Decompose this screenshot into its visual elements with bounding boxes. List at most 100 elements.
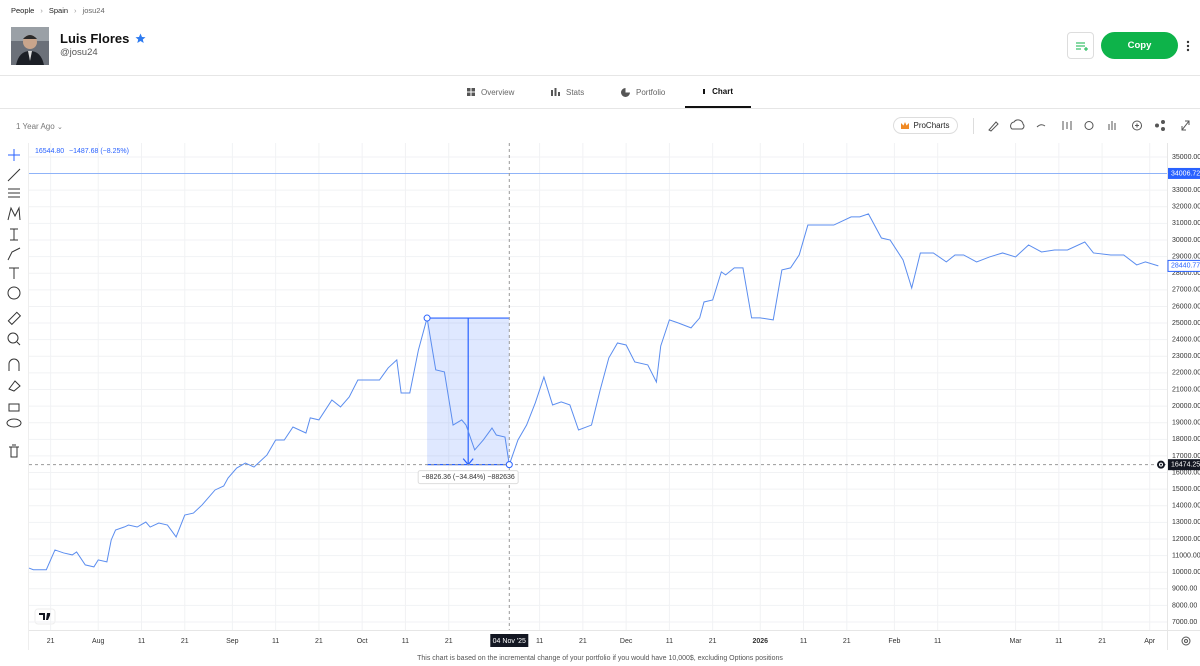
projection-tool[interactable]: [10, 228, 18, 241]
last-price-label: 28440.77: [1171, 263, 1200, 270]
add-icon[interactable]: [1132, 120, 1142, 131]
x-tick-label: 21: [1098, 638, 1106, 645]
x-tick-label: Aug: [92, 638, 105, 645]
y-tick-label: 26000.00: [1172, 303, 1200, 310]
breadcrumb: People › Spain › josu24: [11, 6, 105, 15]
fib-tool[interactable]: [8, 188, 20, 198]
crosshair-tool[interactable]: [8, 149, 20, 161]
measure-handle: [423, 314, 431, 322]
tab-label: Portfolio: [636, 87, 666, 97]
x-tick-label: 11: [402, 638, 409, 645]
y-tick-label: 16000.00: [1172, 469, 1200, 476]
separator: ›: [40, 6, 43, 15]
overview-icon: [467, 88, 475, 96]
x-tick-label: 21: [315, 638, 323, 645]
profile-name: Luis Flores: [60, 31, 130, 46]
breadcrumb-item[interactable]: People: [11, 6, 35, 15]
chart-toolbar[interactable]: [973, 118, 1190, 134]
more-menu[interactable]: [1185, 40, 1191, 52]
cloud-icon[interactable]: [1010, 119, 1025, 130]
magnet-tool[interactable]: [8, 358, 20, 371]
hline-price-label: 34006.72: [1171, 170, 1200, 177]
x-tick-label: 2026: [752, 638, 768, 645]
y-tick-label: 14000.00: [1172, 503, 1200, 510]
fullscreen-icon[interactable]: [1181, 120, 1190, 131]
y-tick-label: 11000.00: [1172, 552, 1200, 559]
x-tick-label: Feb: [888, 638, 900, 645]
y-tick-label: 28000.00: [1172, 270, 1200, 277]
list-icon: [1076, 42, 1088, 51]
range-selector[interactable]: 1 Year Ago ⌄: [16, 122, 63, 131]
chart-icon: [703, 88, 705, 94]
zoom-tool[interactable]: [7, 332, 21, 346]
y-tick-label: 30000.00: [1172, 237, 1200, 244]
axis-settings-icon[interactable]: [1181, 636, 1191, 646]
y-tick-label: 13000.00: [1172, 519, 1200, 526]
series-line: [28, 213, 1159, 571]
x-tick-label: 21: [47, 638, 55, 645]
delete-tool[interactable]: [9, 444, 19, 458]
crosshair-price-box: [1168, 459, 1200, 471]
watchlist-button[interactable]: [1067, 32, 1094, 59]
breadcrumb-item[interactable]: Spain: [48, 6, 69, 15]
settings-icon[interactable]: [1084, 121, 1094, 130]
candles-icon[interactable]: [1062, 121, 1072, 130]
x-tick-label: 11: [934, 638, 941, 645]
crosshair-date-label: 04 Nov '25: [493, 638, 526, 645]
y-tick-label: 20000.00: [1172, 403, 1200, 410]
separator: ›: [74, 6, 77, 15]
footer-note: This chart is based on the incremental c…: [417, 655, 783, 662]
hline-price-box: [1168, 167, 1200, 179]
tab[interactable]: Portfolio: [603, 76, 685, 108]
visibility-tool[interactable]: [6, 418, 22, 428]
y-tick-label: 33000.00: [1172, 187, 1200, 194]
breadcrumb-item[interactable]: josu24: [82, 6, 105, 15]
drawing-tools[interactable]: [6, 149, 22, 458]
procharts-button[interactable]: ProCharts: [893, 117, 958, 134]
y-tick-label: 24000.00: [1172, 337, 1200, 344]
portfolio-icon: [621, 87, 630, 97]
pattern-tool[interactable]: [7, 206, 21, 221]
y-tick-label: 27000.00: [1172, 287, 1200, 294]
tab-label: Overview: [481, 87, 515, 97]
crosshair-price-icon: [1157, 460, 1165, 469]
y-tick-label: 7000.00: [1172, 619, 1197, 626]
line-type-icon[interactable]: [1036, 124, 1046, 128]
crosshair-price-label: 16474.25: [1171, 462, 1200, 469]
x-tick-label: 21: [181, 638, 189, 645]
emoji-tool[interactable]: [7, 286, 21, 300]
x-tick-label: 11: [1055, 638, 1062, 645]
x-tick-label: 11: [272, 638, 279, 645]
share-icon[interactable]: [1155, 120, 1165, 131]
tab-label: Stats: [566, 87, 585, 97]
plot: 35000.0034000.0033000.0032000.0031000.00…: [28, 143, 1200, 650]
tabs: Overview Stats Portfolio Chart: [0, 76, 1200, 108]
y-tick-label: 29000.00: [1172, 253, 1200, 260]
lock-drawings-tool[interactable]: [8, 380, 21, 392]
x-tick-label: Mar: [1010, 638, 1023, 645]
crosshair-price-icon-dot: [1159, 462, 1163, 467]
tab[interactable]: Chart: [685, 76, 751, 108]
text-tool[interactable]: [9, 267, 19, 279]
avatar: [11, 27, 49, 65]
bars-icon[interactable]: [1108, 121, 1116, 130]
y-tick-label: 10000.00: [1172, 569, 1200, 576]
brush-tool[interactable]: [7, 247, 21, 261]
y-tick-label: 12000.00: [1172, 536, 1200, 543]
tab[interactable]: Overview: [449, 76, 533, 108]
lock-tool[interactable]: [8, 403, 20, 412]
x-tick-label: 21: [445, 638, 453, 645]
x-tick-label: Dec: [620, 638, 633, 645]
y-tick-label: 18000.00: [1172, 436, 1200, 443]
tv-logo: [34, 608, 56, 625]
ruler-tool[interactable]: [7, 311, 22, 326]
copy-button[interactable]: Copy: [1101, 32, 1178, 59]
y-tick-label: 25000.00: [1172, 320, 1200, 327]
x-tick-label: Apr: [1144, 638, 1156, 645]
tab[interactable]: Stats: [533, 76, 603, 108]
draw-icon[interactable]: [988, 121, 999, 132]
trend-line-tool[interactable]: [7, 168, 21, 182]
y-tick-label: 22000.00: [1172, 370, 1200, 377]
divider: [0, 108, 1200, 109]
last-price-box: [1167, 259, 1200, 272]
